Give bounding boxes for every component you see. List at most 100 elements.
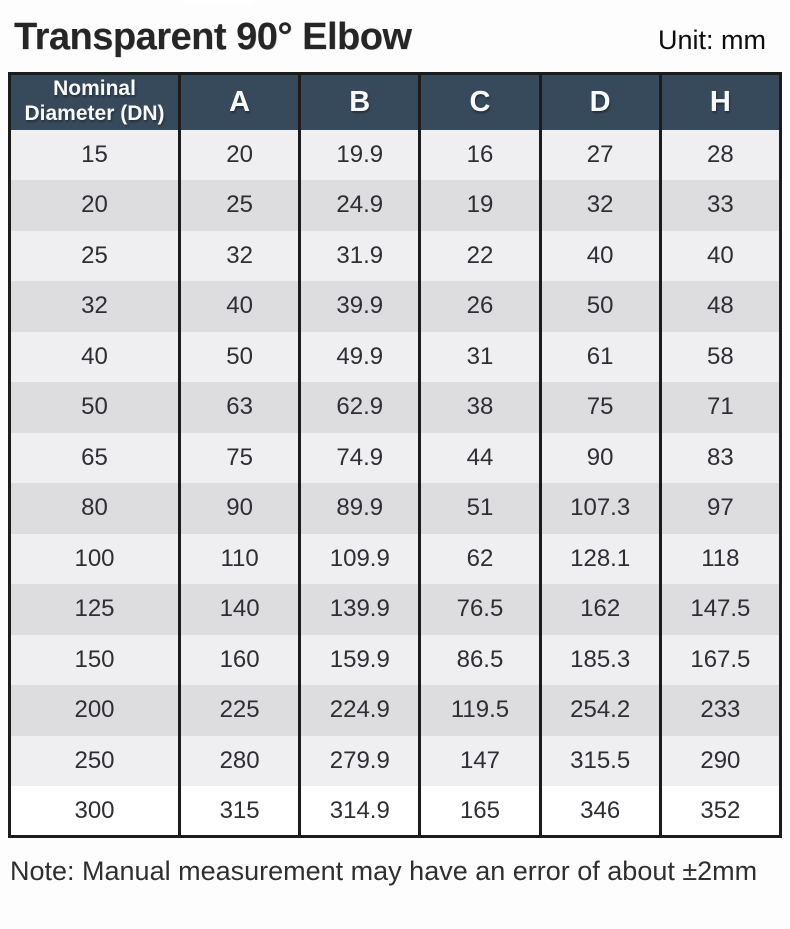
table-row: 200 225 224.9 119.5 254.2 233: [9, 685, 781, 736]
table-cell: 32: [538, 180, 661, 231]
table-cell: 109.9: [298, 533, 420, 584]
table-cell: 62: [418, 533, 541, 584]
table-row: 300 315 314.9 165 346 352: [9, 786, 781, 837]
table-cell: 128.1: [538, 533, 661, 584]
table-cell: 86.5: [418, 634, 541, 685]
table-row: 65 75 74.9 44 90 83: [9, 432, 781, 483]
table-cell: 62.9: [298, 382, 420, 433]
table-cell: 58: [658, 331, 781, 382]
table-row: 125 140 139.9 76.5 162 147.5: [9, 584, 781, 635]
table-header: Nominal Diameter (DN) A B C D H: [9, 73, 781, 130]
table-cell: 39.9: [298, 281, 420, 332]
table-cell: 290: [658, 735, 781, 786]
column-header-c: C: [418, 73, 541, 130]
table-cell: 107.3: [538, 483, 661, 534]
column-header-b: B: [298, 73, 420, 130]
table-cell: 19: [418, 180, 541, 231]
table-cell: 167.5: [658, 634, 781, 685]
table-cell: 90: [538, 432, 661, 483]
table-cell: 40: [177, 281, 300, 332]
table-cell: 32: [177, 230, 300, 281]
column-header-d: D: [538, 73, 661, 130]
table-cell: 75: [177, 432, 300, 483]
table-cell: 50: [81, 393, 108, 421]
table-cell: 165: [418, 786, 541, 837]
table-body: 15 20 19.9 16 27 28 20 25 24.9 19 32 33 25 32 31.9 22 40…: [9, 129, 781, 837]
table-row: 15 20 19.9 16 27 28: [9, 129, 781, 180]
table-cell: 125: [74, 595, 115, 623]
table-row: 40 50 49.9 31 61 58: [9, 331, 781, 382]
table-cell: 140: [177, 584, 300, 635]
table-cell: 315: [177, 786, 300, 837]
table-cell: 224.9: [298, 685, 420, 736]
unit-label: Unit: mm: [658, 24, 766, 55]
table-cell: 118: [658, 533, 781, 584]
table-cell: 147: [418, 735, 541, 786]
table-cell: 71: [658, 382, 781, 433]
table-cell: 33: [658, 180, 781, 231]
table-cell: 63: [177, 382, 300, 433]
table-row: 80 90 89.9 51 107.3 97: [9, 483, 781, 534]
table-cell: 75: [538, 382, 661, 433]
table-cell: 110: [177, 533, 300, 584]
column-header-dn-line1: Nominal: [53, 77, 136, 101]
table-cell: 44: [418, 432, 541, 483]
title-bar: Transparent 90° Elbow Unit: mm: [0, 0, 790, 72]
table-cell: 40: [538, 230, 661, 281]
table-cell: 48: [658, 281, 781, 332]
table-header-row: Nominal Diameter (DN) A B C D H: [9, 73, 781, 130]
table-cell: 15: [81, 140, 108, 168]
table-cell: 119.5: [418, 685, 541, 736]
table-cell: 26: [418, 281, 541, 332]
table-cell: 233: [658, 685, 781, 736]
top-edge-artifact: [185, 0, 253, 4]
table-cell: 90: [177, 483, 300, 534]
table-cell: 74.9: [298, 432, 420, 483]
table-cell: 22: [418, 230, 541, 281]
column-header-dn-line2: Diameter (DN): [24, 102, 165, 126]
table-cell: 50: [177, 331, 300, 382]
table-cell: 150: [74, 645, 115, 673]
table-cell: 76.5: [418, 584, 541, 635]
table-cell: 27: [538, 129, 661, 180]
table-row: 150 160 159.9 86.5 185.3 167.5: [9, 634, 781, 685]
table-row: 250 280 279.9 147 315.5 290: [9, 735, 781, 786]
table-cell: 65: [81, 443, 108, 471]
table-cell: 280: [177, 735, 300, 786]
table-cell: 49.9: [298, 331, 420, 382]
table-cell: 314.9: [298, 786, 420, 837]
table-row: 100 110 109.9 62 128.1 118: [9, 533, 781, 584]
table-cell: 20: [177, 129, 300, 180]
table-cell: 279.9: [298, 735, 420, 786]
column-header-a: A: [177, 73, 300, 130]
table-cell: 300: [74, 796, 115, 824]
table-cell: 28: [658, 129, 781, 180]
measurement-note: Note: Manual measurement may have an err…: [10, 856, 758, 886]
table-cell: 254.2: [538, 685, 661, 736]
table-cell: 61: [538, 331, 661, 382]
page-title: Transparent 90° Elbow: [14, 15, 412, 58]
table-cell: 147.5: [658, 584, 781, 635]
table-cell: 32: [81, 292, 108, 320]
dimension-spec-table: Nominal Diameter (DN) A B C D H 15 20 19.9…: [8, 72, 782, 838]
table-cell: 24.9: [298, 180, 420, 231]
table-cell: 50: [538, 281, 661, 332]
table-cell: 185.3: [538, 634, 661, 685]
table-row: 25 32 31.9 22 40 40: [9, 230, 781, 281]
table-row: 32 40 39.9 26 50 48: [9, 281, 781, 332]
table-cell: 83: [658, 432, 781, 483]
table-cell: 19.9: [298, 129, 420, 180]
table-cell: 160: [177, 634, 300, 685]
table-cell: 25: [177, 180, 300, 231]
table-cell: 225: [177, 685, 300, 736]
table-row: 20 25 24.9 19 32 33: [9, 180, 781, 231]
table-cell: 31.9: [298, 230, 420, 281]
table-cell: 25: [81, 241, 108, 269]
table-cell: 31: [418, 331, 541, 382]
table-cell: 159.9: [298, 634, 420, 685]
table-cell: 315.5: [538, 735, 661, 786]
table-cell: 250: [74, 746, 115, 774]
table-cell: 352: [658, 786, 781, 837]
table-cell: 40: [81, 342, 108, 370]
table-cell: 162: [538, 584, 661, 635]
